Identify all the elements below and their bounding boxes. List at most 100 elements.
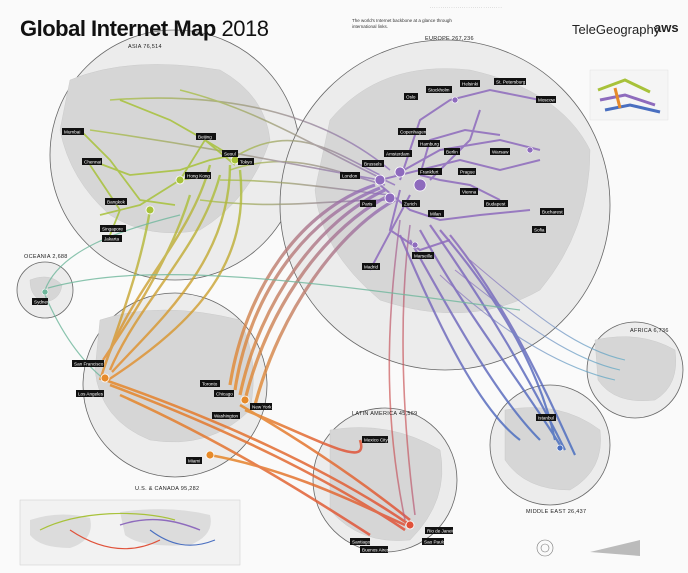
svg-text:Bucharest: Bucharest [542, 210, 563, 215]
city-tag-chicago: Chicago [214, 390, 234, 397]
svg-text:Hamburg: Hamburg [420, 142, 439, 147]
svg-text:Prague: Prague [460, 170, 475, 175]
svg-text:Paris: Paris [362, 202, 373, 207]
region-label-middle-east: MIDDLE EAST 26,437 [526, 509, 586, 515]
svg-text:Amsterdam: Amsterdam [386, 152, 410, 157]
svg-text:Oslo: Oslo [406, 95, 416, 100]
route [244, 408, 363, 454]
svg-text:Singapore: Singapore [102, 227, 123, 232]
route [119, 393, 371, 537]
city-nodes [41, 96, 564, 530]
svg-text:Zurich: Zurich [404, 202, 417, 207]
city-tag-seoul: Seoul [222, 150, 238, 157]
tagline: The world's Internet backbone at a glanc… [352, 18, 452, 29]
city-tag-saopaulo: Sao Paulo [422, 538, 446, 545]
city-tag-copenhagen: Copenhagen [398, 128, 427, 135]
route [79, 129, 176, 206]
svg-text:Mexico City: Mexico City [364, 438, 388, 443]
city-tag-newyork: New York [250, 403, 272, 410]
asia-land [59, 64, 271, 234]
svg-text:Miami: Miami [188, 459, 200, 464]
city-tag-washington: Washington [212, 412, 240, 419]
city-tag-riodejaneiro: Rio de Janeiro [425, 527, 457, 534]
legend [536, 539, 640, 557]
svg-text:Moscow: Moscow [538, 98, 556, 103]
city-tag-brussels: Brussels [362, 160, 384, 167]
svg-text:New York: New York [252, 405, 272, 410]
route [109, 97, 391, 171]
route [233, 186, 381, 391]
route [253, 198, 396, 406]
route [439, 229, 557, 441]
svg-text:Bangkok: Bangkok [107, 200, 126, 205]
node-frankfurt [413, 178, 427, 192]
city-tag-chennai: Chennai [82, 158, 102, 165]
svg-text:Buenos Aires: Buenos Aires [362, 548, 390, 553]
node-tokyo [230, 155, 240, 165]
node-saopaulo [405, 520, 415, 530]
svg-text:Vienna: Vienna [462, 190, 477, 195]
city-tag-stpetersburg: St. Petersburg [494, 78, 526, 85]
svg-text:Jakarta: Jakarta [104, 237, 120, 242]
node-marseille [411, 241, 419, 249]
city-tag-amsterdam: Amsterdam [384, 150, 412, 157]
route [47, 274, 521, 311]
city-tag-hamburg: Hamburg [418, 140, 440, 147]
node-singapore [145, 205, 155, 215]
svg-text:Milan: Milan [430, 212, 441, 217]
node-losangeles [100, 373, 110, 383]
city-tag-helsinki: Helsinki [460, 80, 480, 87]
route [369, 194, 411, 271]
svg-text:San Francisco: San Francisco [74, 362, 104, 367]
route [209, 453, 406, 527]
city-tag-milan: Milan [428, 210, 444, 217]
city-tag-mexicocity: Mexico City [362, 436, 388, 443]
svg-text:Brussels: Brussels [364, 162, 382, 167]
route [429, 109, 481, 181]
route [469, 259, 626, 361]
city-tag-madrid: Madrid [362, 263, 380, 270]
routes-europe-mideast [398, 224, 576, 456]
svg-text:Seoul: Seoul [224, 152, 236, 157]
svg-text:Hong Kong: Hong Kong [187, 174, 210, 179]
city-tag-stockholm: Stockholm [426, 86, 452, 93]
page-title: Global Internet Map 2018 [20, 16, 269, 42]
brand-telegeography: TeleGeography [572, 22, 661, 37]
africa-land [594, 336, 676, 401]
city-tag-vienna: Vienna [460, 188, 478, 195]
svg-text:Copenhagen: Copenhagen [400, 130, 427, 135]
inset-flow-diagram [589, 69, 669, 121]
city-tag-marseille: Marseille [412, 252, 434, 259]
node-newyork [240, 395, 250, 405]
city-tag-paris: Paris [360, 200, 376, 207]
route [243, 193, 391, 401]
routes-europe-africa [439, 259, 626, 381]
city-tag-frankfurt: Frankfurt [418, 168, 442, 175]
city-tag-moscow: Moscow [536, 96, 556, 103]
city-tag-bucharest: Bucharest [540, 208, 564, 215]
svg-text:Budapest: Budapest [486, 202, 506, 207]
route [379, 184, 531, 222]
route [104, 378, 411, 527]
route [44, 214, 181, 291]
node-hongkong [175, 175, 185, 185]
city-tag-hongkong: Hong Kong [185, 172, 211, 179]
city-tag-zurich: Zurich [402, 200, 420, 207]
region-label-oceania: OCEANIA 2,688 [24, 254, 68, 260]
route [103, 164, 212, 366]
svg-text:London: London [342, 174, 358, 179]
svg-text:Los Angeles: Los Angeles [78, 392, 104, 397]
route [388, 189, 451, 252]
svg-text:Helsinki: Helsinki [462, 82, 478, 87]
node-miami [205, 450, 215, 460]
svg-text:Chicago: Chicago [216, 392, 233, 397]
city-tag-jakarta: Jakarta [102, 235, 122, 242]
svg-text:Sao Paulo: Sao Paulo [424, 540, 446, 545]
route [398, 234, 521, 441]
route [379, 158, 541, 181]
svg-text:Warsaw: Warsaw [492, 150, 509, 155]
svg-text:St. Petersburg: St. Petersburg [496, 80, 526, 85]
credit-line: · · · · · · · · · · · · · · · · · · · · … [430, 6, 502, 10]
